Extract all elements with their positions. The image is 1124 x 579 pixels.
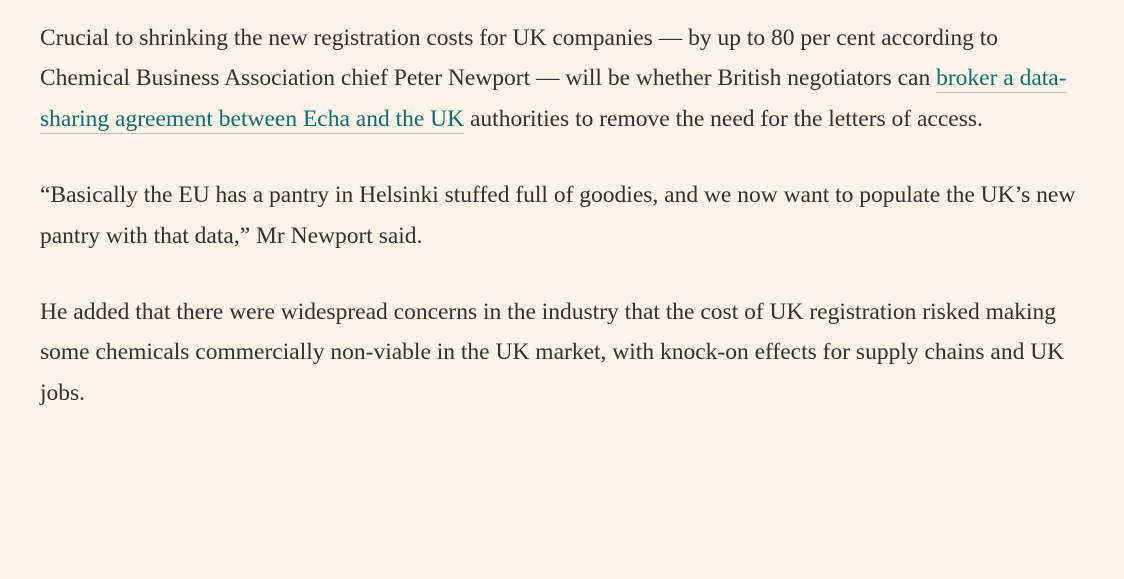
article-paragraph: “Basically the EU has a pantry in Helsin…	[40, 175, 1084, 256]
article-paragraph: He added that there were widespread conc…	[40, 292, 1084, 413]
paragraph-text: Crucial to shrinking the new registratio…	[40, 25, 998, 91]
paragraph-text: authorities to remove the need for the l…	[464, 106, 983, 132]
article-body: Crucial to shrinking the new registratio…	[0, 0, 1124, 433]
article-paragraph: Crucial to shrinking the new registratio…	[40, 18, 1084, 139]
